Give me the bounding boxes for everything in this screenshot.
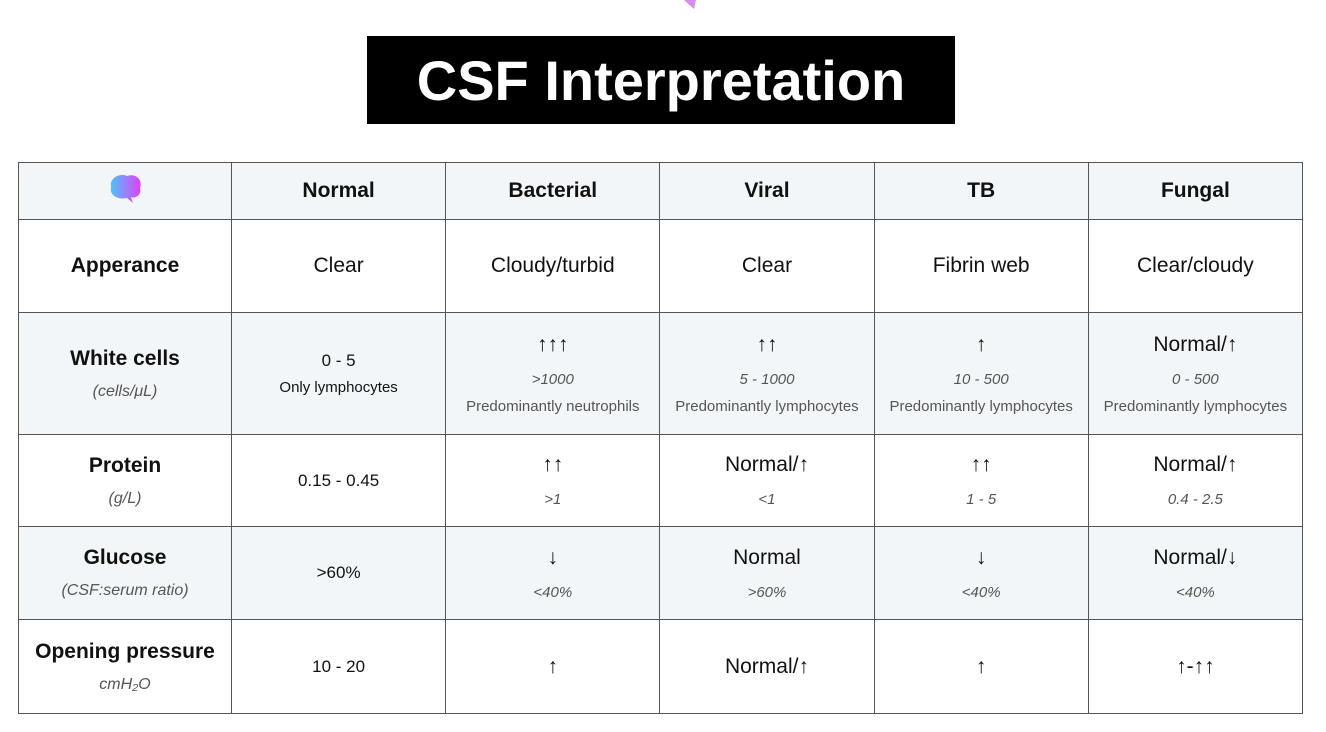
- value-cell: ↑↑ 1 - 5: [873, 434, 1089, 527]
- title: CSF Interpretation: [367, 36, 955, 124]
- table-row: Protein (g/L) 0.15 - 0.45 ↑↑ >1 Normal/↑ <1 ↑↑ 1…: [18, 434, 1304, 527]
- row-label-cell: Apperance: [18, 219, 232, 313]
- row-label-cell: Glucose (CSF:serum ratio): [18, 526, 232, 620]
- cell-main: Cloudy/turbid: [490, 254, 615, 277]
- row-unit: (g/L): [108, 489, 142, 507]
- cell-main: ↑↑: [756, 332, 778, 356]
- table-row: Apperance Clear Cloudy/turbid Clear Fibrin w…: [18, 219, 1304, 313]
- value-cell: Cloudy/turbid: [445, 219, 661, 313]
- row-label-cell: White cells (cells/μL): [18, 312, 232, 435]
- row-unit: (CSF:serum ratio): [61, 582, 189, 599]
- column-header: Viral: [659, 162, 875, 220]
- cell-sub: <40%: [533, 583, 573, 601]
- decoration: [684, 0, 696, 9]
- cell-main: ↑: [975, 332, 987, 356]
- row-label: Protein: [88, 453, 162, 477]
- cell-sub: <1: [758, 491, 776, 508]
- cell-main: Normal/↑: [1153, 453, 1238, 476]
- cell-main: ↑↑↑: [537, 332, 569, 356]
- cell-main: Normal/↓: [1153, 545, 1238, 569]
- cell-main: ↑-↑↑: [1176, 654, 1215, 678]
- table-row: Glucose (CSF:serum ratio) >60% ↓ <40% Normal >…: [18, 526, 1304, 620]
- brain-icon: [110, 175, 141, 203]
- cell-main: 10 - 20: [312, 656, 366, 676]
- value-cell: 0 - 5 Only lymphocytes: [230, 312, 447, 435]
- cell-sub: 0.4 - 2.5: [1167, 491, 1223, 508]
- cell-main: Normal/↑: [724, 654, 809, 678]
- row-unit: cmH₂O: [99, 675, 151, 693]
- column-header: Bacterial: [445, 162, 661, 220]
- header-row: Normal Bacterial Viral TB Fungal: [18, 162, 1304, 220]
- row-label: White cells: [70, 346, 180, 370]
- value-cell: Normal/↑ 0.4 - 2.5: [1087, 434, 1304, 527]
- cell-sub: 1 - 5: [966, 491, 997, 508]
- value-cell: Clear/cloudy: [1087, 219, 1304, 313]
- cell-main: 0.15 - 0.45: [297, 470, 380, 490]
- value-cell: ↓ <40%: [445, 526, 661, 620]
- row-label-cell: Protein (g/L): [18, 434, 232, 527]
- value-cell: Normal/↑ 0 - 500 Predominantly lymphocytes: [1087, 312, 1304, 435]
- value-cell: 0.15 - 0.45: [230, 434, 447, 527]
- row-label: Opening pressure: [35, 639, 215, 663]
- cell-main: ↑↑: [542, 453, 564, 476]
- cell-main: Normal/↑: [724, 453, 809, 476]
- cell-main: >60%: [316, 563, 361, 582]
- column-header: Normal: [230, 162, 447, 220]
- value-cell: Fibrin web: [873, 219, 1089, 313]
- cell-sub: 10 - 500: [953, 370, 1009, 388]
- table-row: White cells (cells/μL) 0 - 5 Only lymphocyt…: [18, 312, 1304, 435]
- value-cell: Normal >60%: [659, 526, 875, 620]
- cell-note: Predominantly lymphocytes: [675, 397, 859, 415]
- cell-main: 0 - 5: [321, 351, 356, 370]
- value-cell: ↑↑↑ >1000 Predominantly neutrophils: [445, 312, 661, 435]
- value-cell: Normal/↑ <1: [659, 434, 875, 527]
- cell-sub: >60%: [747, 583, 787, 601]
- value-cell: ↑↑ >1: [445, 434, 661, 527]
- row-label: Glucose: [83, 546, 167, 569]
- cell-sub: <40%: [961, 583, 1001, 601]
- row-label: Apperance: [70, 254, 180, 277]
- cell-sub: 0 - 500: [1172, 370, 1219, 388]
- cell-main: ↑↑: [970, 453, 992, 476]
- value-cell: Clear: [659, 219, 875, 313]
- cell-main: Clear/cloudy: [1137, 254, 1254, 277]
- cell-main: ↑: [975, 654, 987, 678]
- value-cell: >60%: [230, 526, 447, 620]
- value-cell: ↑ 10 - 500 Predominantly lymphocytes: [873, 312, 1089, 435]
- cell-main: ↓: [975, 545, 987, 569]
- cell-sub: 5 - 1000: [739, 370, 795, 388]
- cell-note: Predominantly lymphocytes: [1103, 397, 1288, 415]
- corner-cell: [18, 162, 232, 220]
- column-header: Fungal: [1087, 162, 1304, 220]
- table-row: Opening pressure cmH₂O 10 - 20 ↑ Normal/↑ ↑ ↑-…: [18, 619, 1304, 714]
- cell-main: Clear: [313, 254, 364, 277]
- cell-main: Clear: [741, 254, 793, 277]
- cell-note: Predominantly lymphocytes: [889, 397, 1073, 415]
- cell-sub: <40%: [1175, 583, 1215, 601]
- value-cell: ↑-↑↑: [1087, 619, 1304, 714]
- csf-table: Normal Bacterial Viral TB Fungal Apperance Cle…: [18, 162, 1304, 714]
- value-cell: Normal/↓ <40%: [1087, 526, 1304, 620]
- row-label-cell: Opening pressure cmH₂O: [18, 619, 232, 714]
- cell-sub: >1: [544, 491, 562, 508]
- value-cell: ↑: [445, 619, 661, 714]
- value-cell: ↑: [873, 619, 1089, 714]
- cell-note: Only lymphocytes: [279, 379, 398, 396]
- cell-note: Predominantly neutrophils: [466, 397, 640, 415]
- value-cell: ↑↑ 5 - 1000 Predominantly lymphocytes: [659, 312, 875, 435]
- value-cell: Normal/↑: [659, 619, 875, 714]
- value-cell: Clear: [230, 219, 447, 313]
- cell-main: Normal: [733, 545, 801, 569]
- value-cell: 10 - 20: [230, 619, 447, 714]
- value-cell: ↓ <40%: [873, 526, 1089, 620]
- column-header: TB: [873, 162, 1089, 220]
- cell-main: ↑: [547, 654, 559, 678]
- cell-main: Fibrin web: [932, 254, 1030, 277]
- cell-main: ↓: [547, 545, 559, 569]
- cell-sub: >1000: [531, 370, 574, 388]
- cell-main: Normal/↑: [1153, 332, 1238, 356]
- row-unit: (cells/μL): [92, 382, 158, 400]
